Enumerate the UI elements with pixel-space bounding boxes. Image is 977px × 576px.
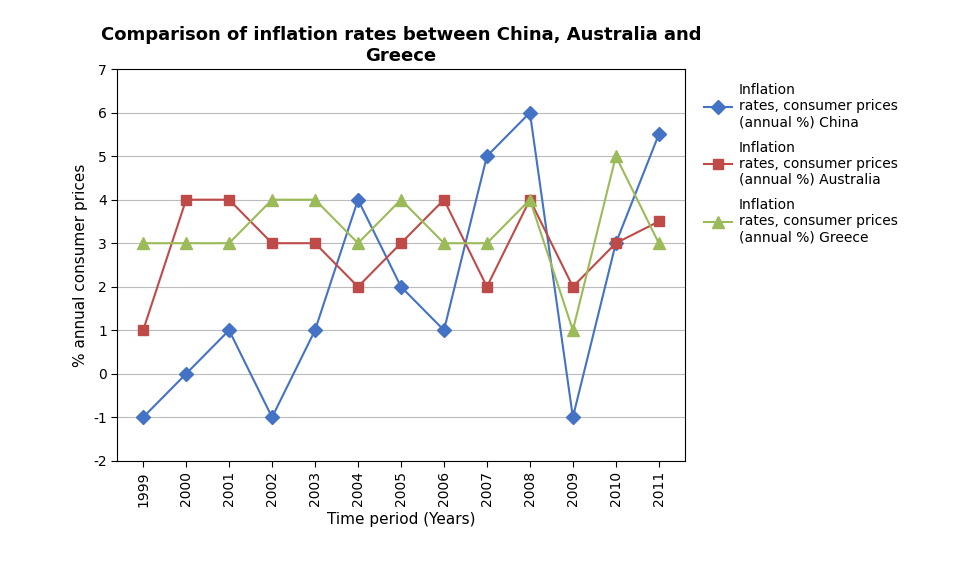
- Inflation
rates, consumer prices
(annual %) Australia: [653, 218, 664, 225]
- Inflation
rates, consumer prices
(annual %) Australia: [137, 327, 149, 334]
- Line: Inflation
rates, consumer prices
(annual %) China: Inflation rates, consumer prices (annual…: [138, 108, 663, 422]
- Title: Comparison of inflation rates between China, Australia and
Greece: Comparison of inflation rates between Ch…: [101, 26, 701, 65]
- Inflation
rates, consumer prices
(annual %) China: [524, 109, 535, 116]
- Inflation
rates, consumer prices
(annual %) Greece: [524, 196, 535, 203]
- Inflation
rates, consumer prices
(annual %) Greece: [395, 196, 406, 203]
- Inflation
rates, consumer prices
(annual %) Australia: [266, 240, 277, 247]
- Inflation
rates, consumer prices
(annual %) Australia: [524, 196, 535, 203]
- Inflation
rates, consumer prices
(annual %) Australia: [610, 240, 621, 247]
- Inflation
rates, consumer prices
(annual %) Greece: [137, 240, 149, 247]
- Inflation
rates, consumer prices
(annual %) Greece: [653, 240, 664, 247]
- Inflation
rates, consumer prices
(annual %) Australia: [395, 240, 406, 247]
- Inflation
rates, consumer prices
(annual %) China: [309, 327, 320, 334]
- Inflation
rates, consumer prices
(annual %) Australia: [352, 283, 363, 290]
- Inflation
rates, consumer prices
(annual %) China: [223, 327, 234, 334]
- Inflation
rates, consumer prices
(annual %) Greece: [352, 240, 363, 247]
- Inflation
rates, consumer prices
(annual %) China: [610, 240, 621, 247]
- Inflation
rates, consumer prices
(annual %) Greece: [266, 196, 277, 203]
- Inflation
rates, consumer prices
(annual %) Greece: [180, 240, 191, 247]
- Inflation
rates, consumer prices
(annual %) China: [352, 196, 363, 203]
- Legend: Inflation
rates, consumer prices
(annual %) China, Inflation
rates, consumer pri: Inflation rates, consumer prices (annual…: [697, 76, 904, 251]
- Y-axis label: % annual consumer prices: % annual consumer prices: [72, 163, 88, 367]
- Inflation
rates, consumer prices
(annual %) Australia: [223, 196, 234, 203]
- Inflation
rates, consumer prices
(annual %) Greece: [567, 327, 578, 334]
- Inflation
rates, consumer prices
(annual %) China: [180, 370, 191, 377]
- Inflation
rates, consumer prices
(annual %) Greece: [223, 240, 234, 247]
- Inflation
rates, consumer prices
(annual %) Australia: [567, 283, 578, 290]
- Inflation
rates, consumer prices
(annual %) Greece: [481, 240, 492, 247]
- Inflation
rates, consumer prices
(annual %) China: [481, 153, 492, 160]
- Line: Inflation
rates, consumer prices
(annual %) Greece: Inflation rates, consumer prices (annual…: [138, 150, 663, 336]
- Inflation
rates, consumer prices
(annual %) Greece: [610, 153, 621, 160]
- Inflation
rates, consumer prices
(annual %) China: [438, 327, 449, 334]
- Inflation
rates, consumer prices
(annual %) Greece: [438, 240, 449, 247]
- Inflation
rates, consumer prices
(annual %) Australia: [438, 196, 449, 203]
- Inflation
rates, consumer prices
(annual %) China: [653, 131, 664, 138]
- Line: Inflation
rates, consumer prices
(annual %) Australia: Inflation rates, consumer prices (annual…: [138, 195, 663, 335]
- Inflation
rates, consumer prices
(annual %) China: [266, 414, 277, 420]
- X-axis label: Time period (Years): Time period (Years): [326, 512, 475, 527]
- Inflation
rates, consumer prices
(annual %) China: [395, 283, 406, 290]
- Inflation
rates, consumer prices
(annual %) Greece: [309, 196, 320, 203]
- Inflation
rates, consumer prices
(annual %) China: [137, 414, 149, 420]
- Inflation
rates, consumer prices
(annual %) Australia: [180, 196, 191, 203]
- Inflation
rates, consumer prices
(annual %) China: [567, 414, 578, 420]
- Inflation
rates, consumer prices
(annual %) Australia: [481, 283, 492, 290]
- Inflation
rates, consumer prices
(annual %) Australia: [309, 240, 320, 247]
